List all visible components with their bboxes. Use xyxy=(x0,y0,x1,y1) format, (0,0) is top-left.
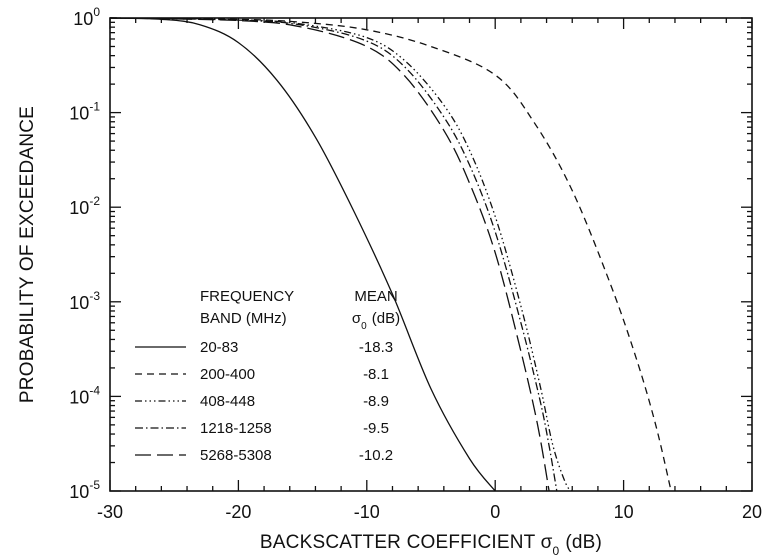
legend-header-band-2: BAND (MHz) xyxy=(200,310,287,327)
legend-band-label: 5268-5308 xyxy=(200,447,272,464)
legend-mean-value: -8.1 xyxy=(363,366,389,383)
y-tick-label: 10-1 xyxy=(69,100,100,124)
legend-mean-value: -18.3 xyxy=(359,339,393,356)
y-tick-base: 10 xyxy=(69,293,89,313)
y-axis-title: PROBABILITY OF EXCEEDANCE xyxy=(17,106,38,403)
x-tick-label: -30 xyxy=(97,502,123,522)
x-axis-title: BACKSCATTER COEFFICIENT σ0 (dB) xyxy=(260,532,602,557)
series-line-408-448 xyxy=(109,17,573,492)
legend-band-label: 1218-1258 xyxy=(200,420,272,437)
legend-header-mean-subscript: 0 xyxy=(361,321,367,332)
y-tick-label: 10-2 xyxy=(69,194,100,218)
x-axis-title-subscript: 0 xyxy=(553,544,560,557)
legend-header-mean-unit: (dB) xyxy=(372,310,400,327)
x-axis-title-unit: (dB) xyxy=(565,532,602,553)
legend-mean-value: -10.2 xyxy=(359,447,393,464)
legend-header-band-1: FREQUENCY xyxy=(200,288,294,305)
legend-header-mean-1: MEAN xyxy=(354,288,397,305)
legend-band-label: 200-400 xyxy=(200,366,255,383)
curves xyxy=(109,17,672,492)
legend-band-label: 20-83 xyxy=(200,339,238,356)
x-tick-label: -10 xyxy=(354,502,380,522)
x-tick-label: 20 xyxy=(742,502,762,522)
legend-mean-value: -9.5 xyxy=(363,420,389,437)
x-tick-label: -20 xyxy=(225,502,251,522)
y-tick-base: 10 xyxy=(69,198,89,218)
x-tick-label: 10 xyxy=(614,502,634,522)
plot-area xyxy=(109,17,753,492)
y-tick-exponent: -4 xyxy=(89,383,100,397)
series-line-200-400 xyxy=(109,17,672,492)
y-tick-label: 10-3 xyxy=(69,289,100,313)
y-tick-base: 10 xyxy=(69,387,89,407)
legend-mean-value: -8.9 xyxy=(363,393,389,410)
plot-frame xyxy=(109,17,753,492)
y-tick-label: 100 xyxy=(73,5,100,29)
series-line-1218-1258 xyxy=(109,17,558,492)
legend-header-mean-sigma: σ xyxy=(352,310,362,327)
legend-band-label: 408-448 xyxy=(200,393,255,410)
series-line-20-83 xyxy=(109,17,496,492)
x-tick-label: 0 xyxy=(490,502,500,522)
y-tick-label: 10-5 xyxy=(69,478,100,502)
y-tick-exponent: 0 xyxy=(93,5,100,19)
y-tick-exponent: -2 xyxy=(89,194,100,208)
series-line-5268-5308 xyxy=(109,17,550,492)
y-tick-exponent: -3 xyxy=(89,289,100,303)
legend-header-mean-2: σ0 (dB) xyxy=(352,310,400,332)
y-tick-base: 10 xyxy=(69,482,89,502)
legend: FREQUENCY BAND (MHz) MEAN σ0 (dB) 20-83 -18.3 2… xyxy=(135,288,400,464)
y-tick-base: 10 xyxy=(69,104,89,124)
y-tick-exponent: -5 xyxy=(89,478,100,492)
y-tick-label: 10-4 xyxy=(69,383,100,407)
x-axis-title-text: BACKSCATTER COEFFICIENT σ xyxy=(260,532,553,553)
y-tick-exponent: -1 xyxy=(89,100,100,114)
y-tick-base: 10 xyxy=(73,9,93,29)
